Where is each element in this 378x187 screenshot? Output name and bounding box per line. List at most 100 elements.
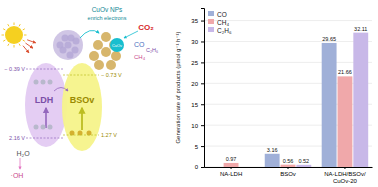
- cuov-nanoparticle: [111, 51, 121, 61]
- excitation-arrow: [81, 108, 83, 130]
- oh-arrow: [20, 158, 21, 169]
- legend-item: C₂H₆: [208, 27, 232, 34]
- x-tick-label: NA-LDH: [220, 171, 242, 177]
- x-tick-label: BSOv: [280, 171, 296, 177]
- electron: [48, 80, 53, 85]
- light-ray: [25, 43, 32, 48]
- sun-spike: [24, 35, 27, 36]
- bar: [224, 163, 239, 167]
- legend: COCH₄C₂H₆: [208, 11, 232, 34]
- bsov-particle: [62, 63, 102, 151]
- grid-line: [204, 20, 372, 21]
- y-tick-mark: [201, 62, 204, 63]
- sun-spike: [3, 29, 5, 30]
- annotation: C₂H₆: [146, 47, 158, 53]
- data-label: 32.11: [354, 26, 367, 32]
- annotation: enrich electrons: [88, 15, 127, 21]
- legend-label: CO: [217, 11, 227, 18]
- annotation: H₂O: [16, 150, 30, 157]
- y-tick: 25: [191, 60, 204, 66]
- sun-spike: [23, 40, 25, 41]
- legend-swatch: [208, 11, 214, 16]
- y-tick-label: 25: [191, 60, 198, 66]
- co2-arrow: [124, 31, 138, 38]
- data-labels: 3.1629.650.970.5621.660.5232.11: [226, 26, 368, 164]
- schematic: LDHBSOvCuOvCuOv NPsenrich electronsCO₂CO…: [2, 6, 159, 179]
- sun-spike: [23, 29, 25, 30]
- sun-spike: [14, 23, 15, 26]
- y-tick-mark: [201, 41, 204, 42]
- y-tick: 0: [195, 164, 204, 170]
- y-axis: 0 5 10 15 20 25 30 35: [191, 9, 204, 171]
- bar: [322, 43, 337, 167]
- legend-swatch: [208, 27, 214, 32]
- y-axis-title: Generation rate of products (μmol g⁻¹ h⁻…: [175, 31, 181, 143]
- cuov-nanoparticle: [89, 51, 99, 61]
- y-axis-line: [201, 9, 205, 168]
- electron: [41, 80, 46, 85]
- y-tick: 5: [195, 143, 204, 149]
- y-tick: 15: [191, 102, 204, 108]
- data-label: 0.97: [226, 156, 237, 162]
- light-ray: [27, 40, 35, 43]
- sun-spike: [3, 40, 5, 41]
- bar: [208, 167, 223, 168]
- sun-spike: [8, 44, 9, 46]
- bar: [281, 165, 296, 167]
- legend-label: C₂H₆: [217, 27, 232, 34]
- y-tick: 20: [191, 81, 204, 87]
- electron: [41, 125, 46, 130]
- transfer-arrow: [54, 88, 68, 92]
- energy-level: [26, 69, 63, 70]
- y-tick-label: 30: [191, 39, 198, 45]
- bar-series: [224, 76, 353, 167]
- bar: [353, 33, 368, 167]
- electron-arrow: [80, 30, 99, 38]
- bar: [265, 154, 280, 167]
- energy-level: [26, 138, 63, 139]
- x-tick: BSOv: [280, 167, 296, 177]
- y-tick: 30: [191, 39, 204, 45]
- sphere-texture: [72, 47, 79, 54]
- figure: LDHBSOvCuOvCuOv NPsenrich electronsCO₂CO…: [0, 0, 378, 187]
- grid-line: [204, 62, 372, 63]
- x-tick: NA-LDH/BSOv/CuOv-20: [324, 167, 366, 184]
- legend-swatch: [208, 19, 214, 24]
- y-tick: 35: [191, 18, 204, 24]
- annotation: − 0.39 V: [4, 66, 25, 72]
- y-tick-label: 10: [191, 123, 198, 129]
- data-label: 29.65: [322, 36, 336, 42]
- sun: [5, 26, 23, 44]
- bar-series: [296, 33, 368, 167]
- excitation-arrow: [45, 108, 47, 128]
- annotation: CO: [134, 41, 145, 48]
- legend-item: CH₄: [208, 19, 229, 26]
- x-tick-label: NA-LDH/BSOv/CuOv-20: [324, 171, 366, 184]
- y-tick-mark: [201, 125, 204, 126]
- data-label: 0.52: [298, 158, 309, 164]
- cuov-nanoparticle: [94, 60, 104, 70]
- cuov-sphere: [110, 38, 124, 52]
- bars: [224, 33, 369, 167]
- y-tick-mark: [201, 167, 204, 168]
- annotation: 2.16 V: [9, 135, 25, 141]
- sphere-texture: [67, 52, 74, 59]
- annotation: CuOv NPs: [92, 6, 123, 13]
- light-ray: [23, 46, 29, 53]
- sun-spike: [19, 44, 20, 46]
- y-tick-label: 35: [191, 18, 198, 24]
- y-tick-label: 5: [195, 143, 199, 149]
- x-tick-mark: [231, 167, 232, 169]
- bar: [239, 167, 254, 168]
- bar-series: [265, 43, 337, 167]
- grid: [204, 21, 372, 167]
- sphere-texture: [73, 38, 80, 45]
- y-tick-mark: [201, 83, 204, 84]
- x-tick-mark: [288, 167, 289, 169]
- annotation: 1.27 V: [101, 132, 117, 138]
- sun-spike: [19, 24, 20, 26]
- y-tick-label: 20: [191, 81, 198, 87]
- grid-line: [204, 41, 372, 42]
- sun-spike: [14, 45, 15, 48]
- sun-spike: [8, 24, 9, 26]
